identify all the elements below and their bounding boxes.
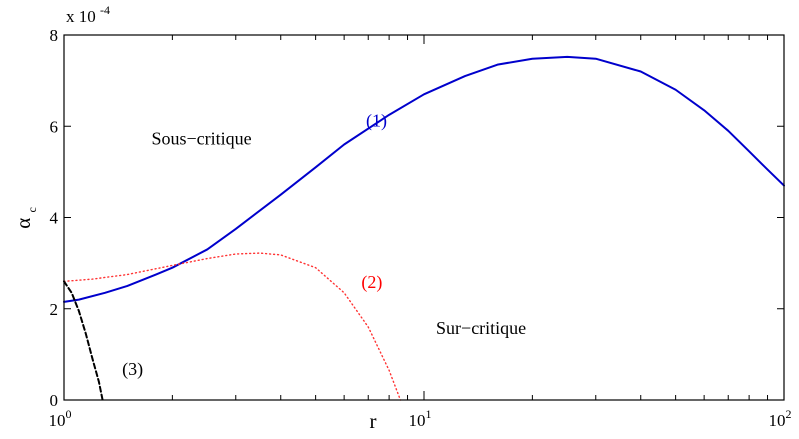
y-multiplier: x 10 -4 [66, 3, 110, 26]
annotation-5: Sur−critique [436, 318, 526, 338]
y-multiplier-base: x 10 [66, 7, 96, 26]
annotation-2: (2) [361, 272, 382, 293]
y-tick-label: 6 [50, 117, 59, 136]
annotation-4: Sous−critique [151, 129, 251, 149]
y-axis-label-sub: c [25, 207, 39, 212]
x-axis-label: r [370, 409, 377, 433]
y-multiplier-exponent: -4 [100, 3, 110, 17]
y-axis-label-main: α [11, 218, 35, 229]
x-tick-label: 100 [49, 407, 72, 430]
annotation-3: (3) [122, 359, 143, 380]
ticks-layer: 0 2 4 6 8 100 101 102 [49, 26, 792, 430]
x-tick-label: 102 [769, 407, 792, 430]
series-line-2 [63, 252, 402, 401]
y-tick-label: 8 [50, 26, 59, 45]
annotation-layer: (1) (2) (3) Sous−critique Sur−critique [122, 110, 526, 380]
series-layer [63, 55, 785, 401]
y-tick-label: 0 [50, 391, 59, 410]
series-line-3 [63, 280, 104, 401]
x-tick-label: 101 [409, 407, 432, 430]
annotation-1: (1) [366, 110, 387, 131]
y-tick-label: 2 [50, 300, 59, 319]
series-line-1 [63, 55, 785, 303]
plot-area [64, 35, 784, 400]
y-tick-label: 4 [50, 209, 59, 228]
y-axis-label: α c [11, 207, 39, 229]
